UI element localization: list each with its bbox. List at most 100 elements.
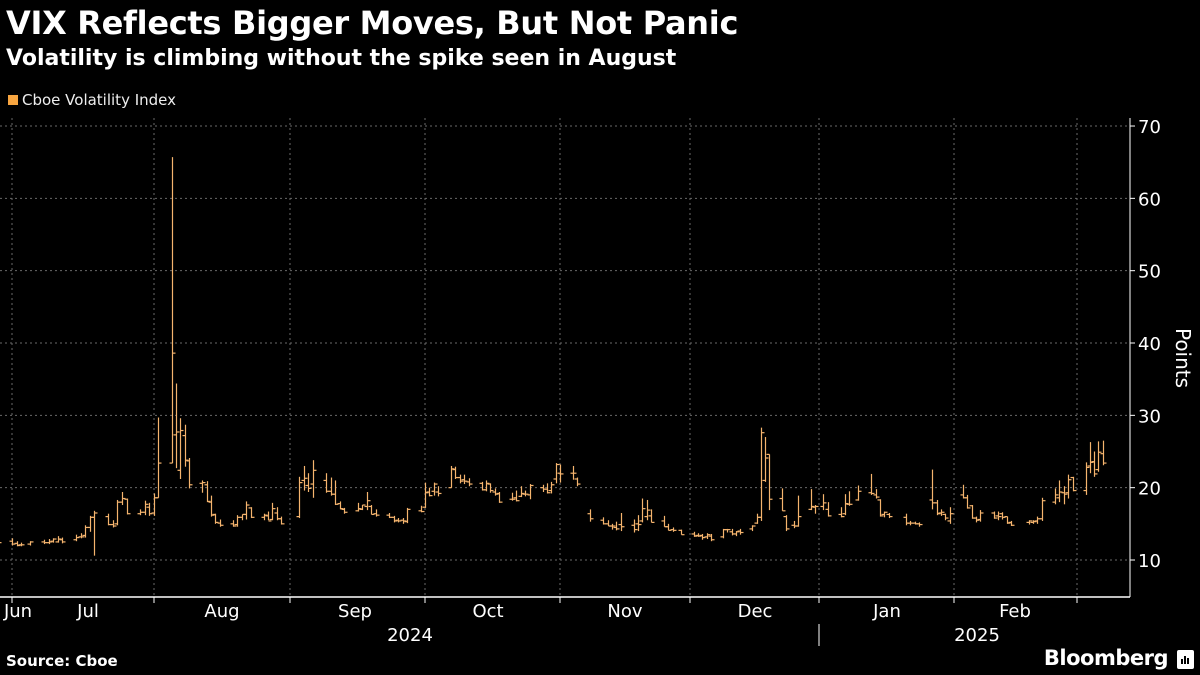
ohlc-bar [173,383,180,469]
x-year-label: 2024 [387,625,433,646]
ohlc-bar [513,490,520,502]
ohlc-bar [87,515,94,532]
ohlc-bar [435,486,442,497]
ohlc-bar [243,501,250,520]
bloomberg-logo: Bloomberg [1043,646,1169,670]
ohlc-bar [795,495,802,527]
ohlc-bar [947,507,954,524]
ohlc-bar [73,534,80,542]
ohlc-bar [960,484,967,499]
ohlc-bar [999,512,1006,520]
ohlc-bar [665,523,672,531]
ohlc-bar [855,485,862,501]
ohlc-bar [395,518,402,523]
ohlc-bar [518,486,525,498]
ohlc-bar [695,533,702,537]
x-year-label: 2025 [954,625,1000,646]
gridlines [0,118,1130,597]
ohlc-bar [820,494,827,511]
ohlc-bars [0,157,1107,556]
ohlc-bar [199,480,206,493]
y-tick-label: 70 [1138,117,1161,138]
ohlc-bar [648,509,655,523]
ohlc-bar [605,520,612,527]
ohlc-bar [1052,488,1059,505]
ohlc-bar [9,538,16,546]
ohlc-bar [119,492,126,506]
ohlc-bar [1008,520,1015,527]
ohlc-bar [212,513,219,524]
ohlc-bar [466,478,473,487]
ohlc-bar [59,537,66,544]
ohlc-bar [305,473,312,493]
ohlc-bar [587,509,594,522]
ohlc-bar [337,501,344,510]
ohlc-bar [938,509,945,516]
ohlc-bar [877,499,884,517]
ohlc-bar [418,505,425,513]
ohlc-bar [540,484,547,493]
ohlc-bar [230,520,237,527]
x-tick-label: Feb [999,601,1031,622]
ohlc-bar [557,464,564,483]
ohlc-bar [1065,474,1072,499]
ohlc-bar [846,491,853,506]
ohlc-bar [217,519,224,527]
ohlc-bar [50,538,57,543]
ohlc-bar [544,483,551,494]
ohlc-bar [661,515,668,528]
ohlc-bar [934,499,941,516]
ohlc-bar [618,512,625,532]
x-tick-label: Jun [3,601,32,622]
x-tick-label: Sep [338,601,372,622]
ohlc-bar [404,507,411,524]
ohlc-bar [995,511,1002,521]
legend: Cboe Volatility Index [8,91,176,109]
ohlc-bar [842,494,849,516]
ohlc-bar [613,521,620,531]
x-tick-label: Oct [472,601,503,622]
ohlc-bar [487,483,494,493]
ohlc-bar [328,477,335,496]
ohlc-bar [204,481,211,503]
ohlc-bar [186,458,193,489]
ohlc-bar [977,510,984,522]
y-tick-label: 20 [1138,479,1161,500]
ohlc-bar [720,528,727,539]
y-tick-label: 40 [1138,334,1161,355]
ohlc-bar [670,527,677,532]
ohlc-bar [105,513,112,526]
ohlc-bar [942,513,949,521]
ohlc-bar [448,465,455,489]
ohlc-bar [151,493,158,516]
bloomberg-chart-icon [1177,650,1194,669]
ohlc-bar [724,528,731,533]
ohlc-bar [208,495,215,517]
ohlc-bar [492,488,499,496]
ohlc-bar [733,531,740,537]
ohlc-bar [639,498,646,523]
ohlc-bar [422,482,429,508]
ohlc-bar [762,437,769,482]
ohlc-bar [1091,451,1098,477]
ohlc-bar [527,484,534,500]
ohlc-bar [248,507,255,519]
ohlc-bar [779,488,786,512]
ohlc-bar [1039,497,1046,521]
ohlc-bar [1083,462,1090,495]
ohlc-bar [868,473,875,495]
ohlc-bar [754,513,761,524]
ohlc-bar [881,511,888,518]
ohlc-bar [699,533,706,540]
ohlc-bar [27,541,34,546]
y-axis-label: Points [1171,328,1195,388]
ohlc-bar [341,507,348,514]
ohlc-bar [296,476,303,519]
ohlc-bar [791,520,798,529]
ohlc-bar [825,502,832,517]
y-tick-label: 60 [1138,189,1161,210]
ohlc-bar [758,427,765,521]
ohlc-bar [635,515,642,532]
ohlc-bar [609,523,616,530]
ohlc-bar [570,465,577,480]
